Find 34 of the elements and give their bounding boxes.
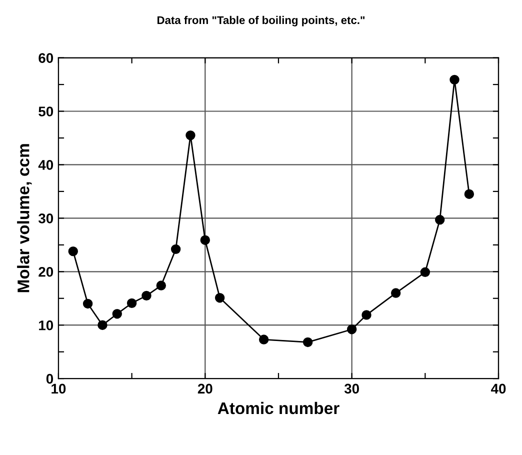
x-tick-label: 20 [198,384,212,394]
x-tick-label: 30 [344,384,359,394]
x-tick-label: 10 [52,384,66,394]
point [346,324,357,334]
point [214,292,225,303]
y-tick-label: 40 [38,160,54,170]
point [68,246,78,256]
point [82,298,93,309]
y-tick-label: 30 [38,214,54,224]
point [390,288,401,298]
point [186,130,196,140]
x-tick-label: 40 [490,384,506,394]
point [200,235,210,245]
point [142,290,152,301]
y-tick-label: 10 [39,320,54,330]
point [258,334,269,344]
point [156,280,166,290]
point [170,244,181,254]
y-tick-label: 50 [38,106,54,116]
point [98,320,108,330]
point [464,189,474,199]
chart-title: Data from "Table of boiling points, etc." [158,16,365,26]
point [362,310,372,320]
y-tick-label: 20 [38,266,54,277]
y-axis-title: Molar volume, ccm [17,144,32,292]
point [126,298,137,308]
y-tick-label: 0 [46,374,54,384]
point [302,337,313,348]
point [112,309,122,319]
x-axis-title: Atomic number [218,402,340,414]
point [434,214,445,225]
y-tick-label: 60 [38,53,54,63]
point [420,267,430,278]
point [450,74,460,85]
